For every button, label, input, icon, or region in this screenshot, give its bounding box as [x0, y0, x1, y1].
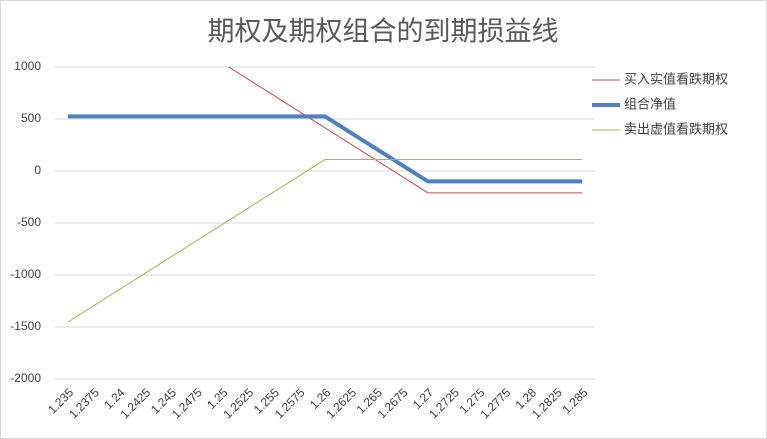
series-line — [227, 67, 583, 194]
y-tick-label: -500 — [17, 215, 41, 229]
y-tick-label: -1000 — [10, 267, 41, 281]
y-tick-label: -1500 — [10, 319, 41, 333]
y-tick-label: 1000 — [14, 59, 41, 73]
y-tick-label: 500 — [21, 111, 41, 125]
chart-title: 期权及期权组合的到期损益线 — [208, 17, 559, 48]
legend-label: 买入实值看跌期权 — [624, 72, 728, 88]
series-line — [67, 159, 583, 323]
legend-label: 组合净值 — [624, 97, 676, 113]
y-tick-label: -2000 — [10, 371, 41, 385]
y-tick-label: 0 — [34, 163, 41, 177]
series-line — [67, 114, 583, 184]
legend-label: 卖出虚值看跌期权 — [624, 122, 728, 138]
